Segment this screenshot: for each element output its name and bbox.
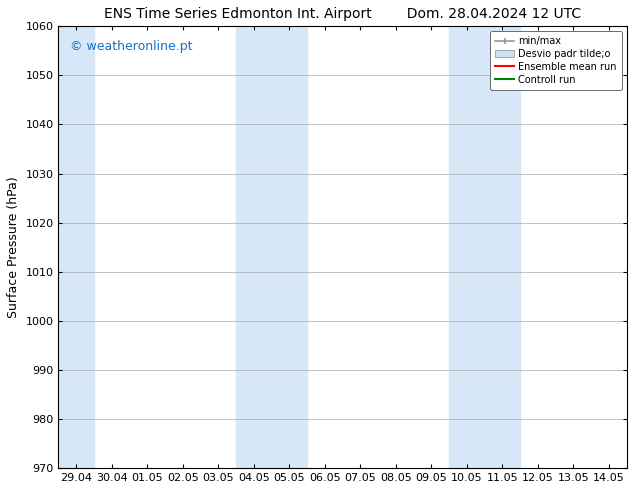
Bar [236, 26, 307, 468]
Text: © weatheronline.pt: © weatheronline.pt [70, 40, 192, 52]
Title: ENS Time Series Edmonton Int. Airport        Dom. 28.04.2024 12 UTC: ENS Time Series Edmonton Int. Airport Do… [104, 7, 581, 21]
Legend: min/max, Desvio padr tilde;o, Ensemble mean run, Controll run: min/max, Desvio padr tilde;o, Ensemble m… [490, 31, 622, 90]
Bar [449, 26, 520, 468]
Y-axis label: Surface Pressure (hPa): Surface Pressure (hPa) [7, 176, 20, 318]
Bar [58, 26, 94, 468]
